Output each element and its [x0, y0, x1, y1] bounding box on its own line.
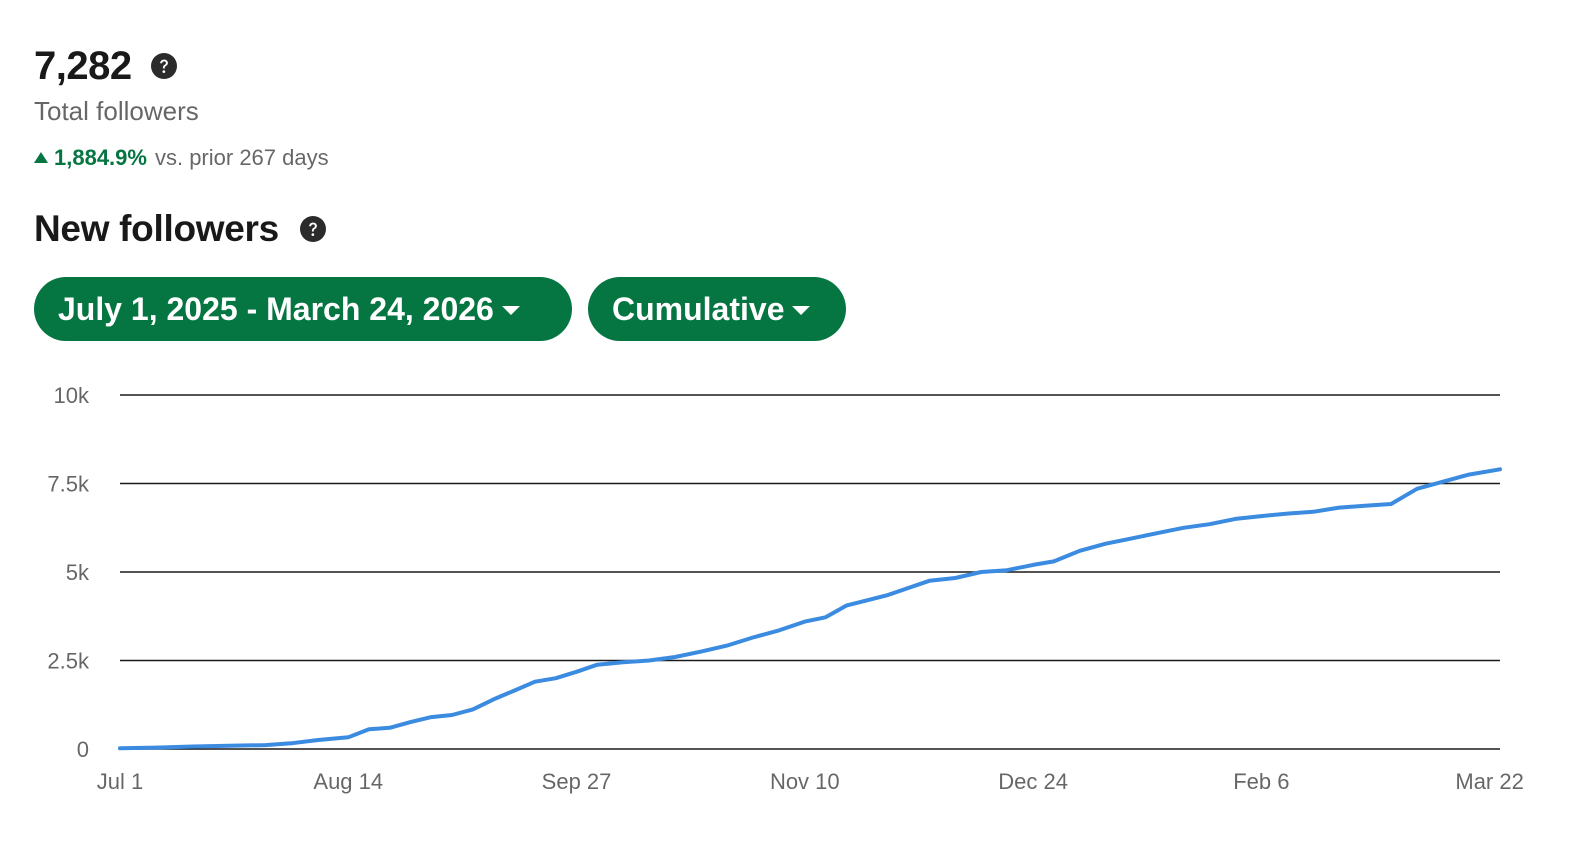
- chart-series: [118, 467, 1502, 751]
- x-tick-label: Feb 6: [1233, 769, 1289, 794]
- followers-change-row: 1,884.9% vs. prior 267 days: [34, 144, 329, 172]
- x-tick-label: Jul 1: [97, 769, 143, 794]
- change-percentage: 1,884.9%: [54, 145, 147, 170]
- followers-series-line: [118, 467, 1502, 751]
- new-followers-header: New followers: [34, 205, 327, 253]
- x-tick-label: Sep 27: [542, 769, 612, 794]
- metric-mode-dropdown[interactable]: Cumulative: [588, 277, 846, 341]
- triangle-up-icon: [34, 151, 48, 163]
- x-tick-label: Aug 14: [313, 769, 383, 794]
- new-followers-chart: 0 2.5k 5k 7.5k 10k Jul 1 Aug 14 Sep 27 Nov 10 De…: [47, 383, 1524, 794]
- section-title: New followers: [34, 208, 279, 249]
- y-tick-label: 7.5k: [47, 472, 90, 497]
- chart-gridlines: [120, 394, 1500, 750]
- y-tick-label: 10k: [54, 383, 90, 408]
- question-circle-icon[interactable]: [150, 52, 178, 80]
- date-range-dropdown[interactable]: July 1, 2025 - March 24, 2026: [34, 277, 572, 341]
- question-circle-icon[interactable]: [299, 215, 327, 243]
- y-tick-label: 5k: [66, 560, 90, 585]
- total-followers-label: Total followers: [34, 96, 199, 126]
- chart-y-axis: 0 2.5k 5k 7.5k 10k: [47, 383, 90, 762]
- chart-x-axis: Jul 1 Aug 14 Sep 27 Nov 10 Dec 24 Feb 6 Mar 22: [97, 769, 1524, 794]
- y-tick-label: 0: [77, 737, 89, 762]
- caret-down-icon: [792, 305, 811, 315]
- date-range-label: July 1, 2025 - March 24, 2026: [58, 290, 494, 327]
- y-tick-label: 2.5k: [47, 649, 90, 674]
- total-followers-row: 7,282: [34, 40, 178, 92]
- x-tick-label: Mar 22: [1455, 769, 1523, 794]
- x-tick-label: Dec 24: [998, 769, 1068, 794]
- caret-down-icon: [501, 305, 520, 315]
- change-comparison-text: vs. prior 267 days: [154, 145, 329, 170]
- total-followers-value: 7,282: [34, 44, 132, 88]
- x-tick-label: Nov 10: [770, 769, 840, 794]
- metric-mode-label: Cumulative: [612, 290, 785, 327]
